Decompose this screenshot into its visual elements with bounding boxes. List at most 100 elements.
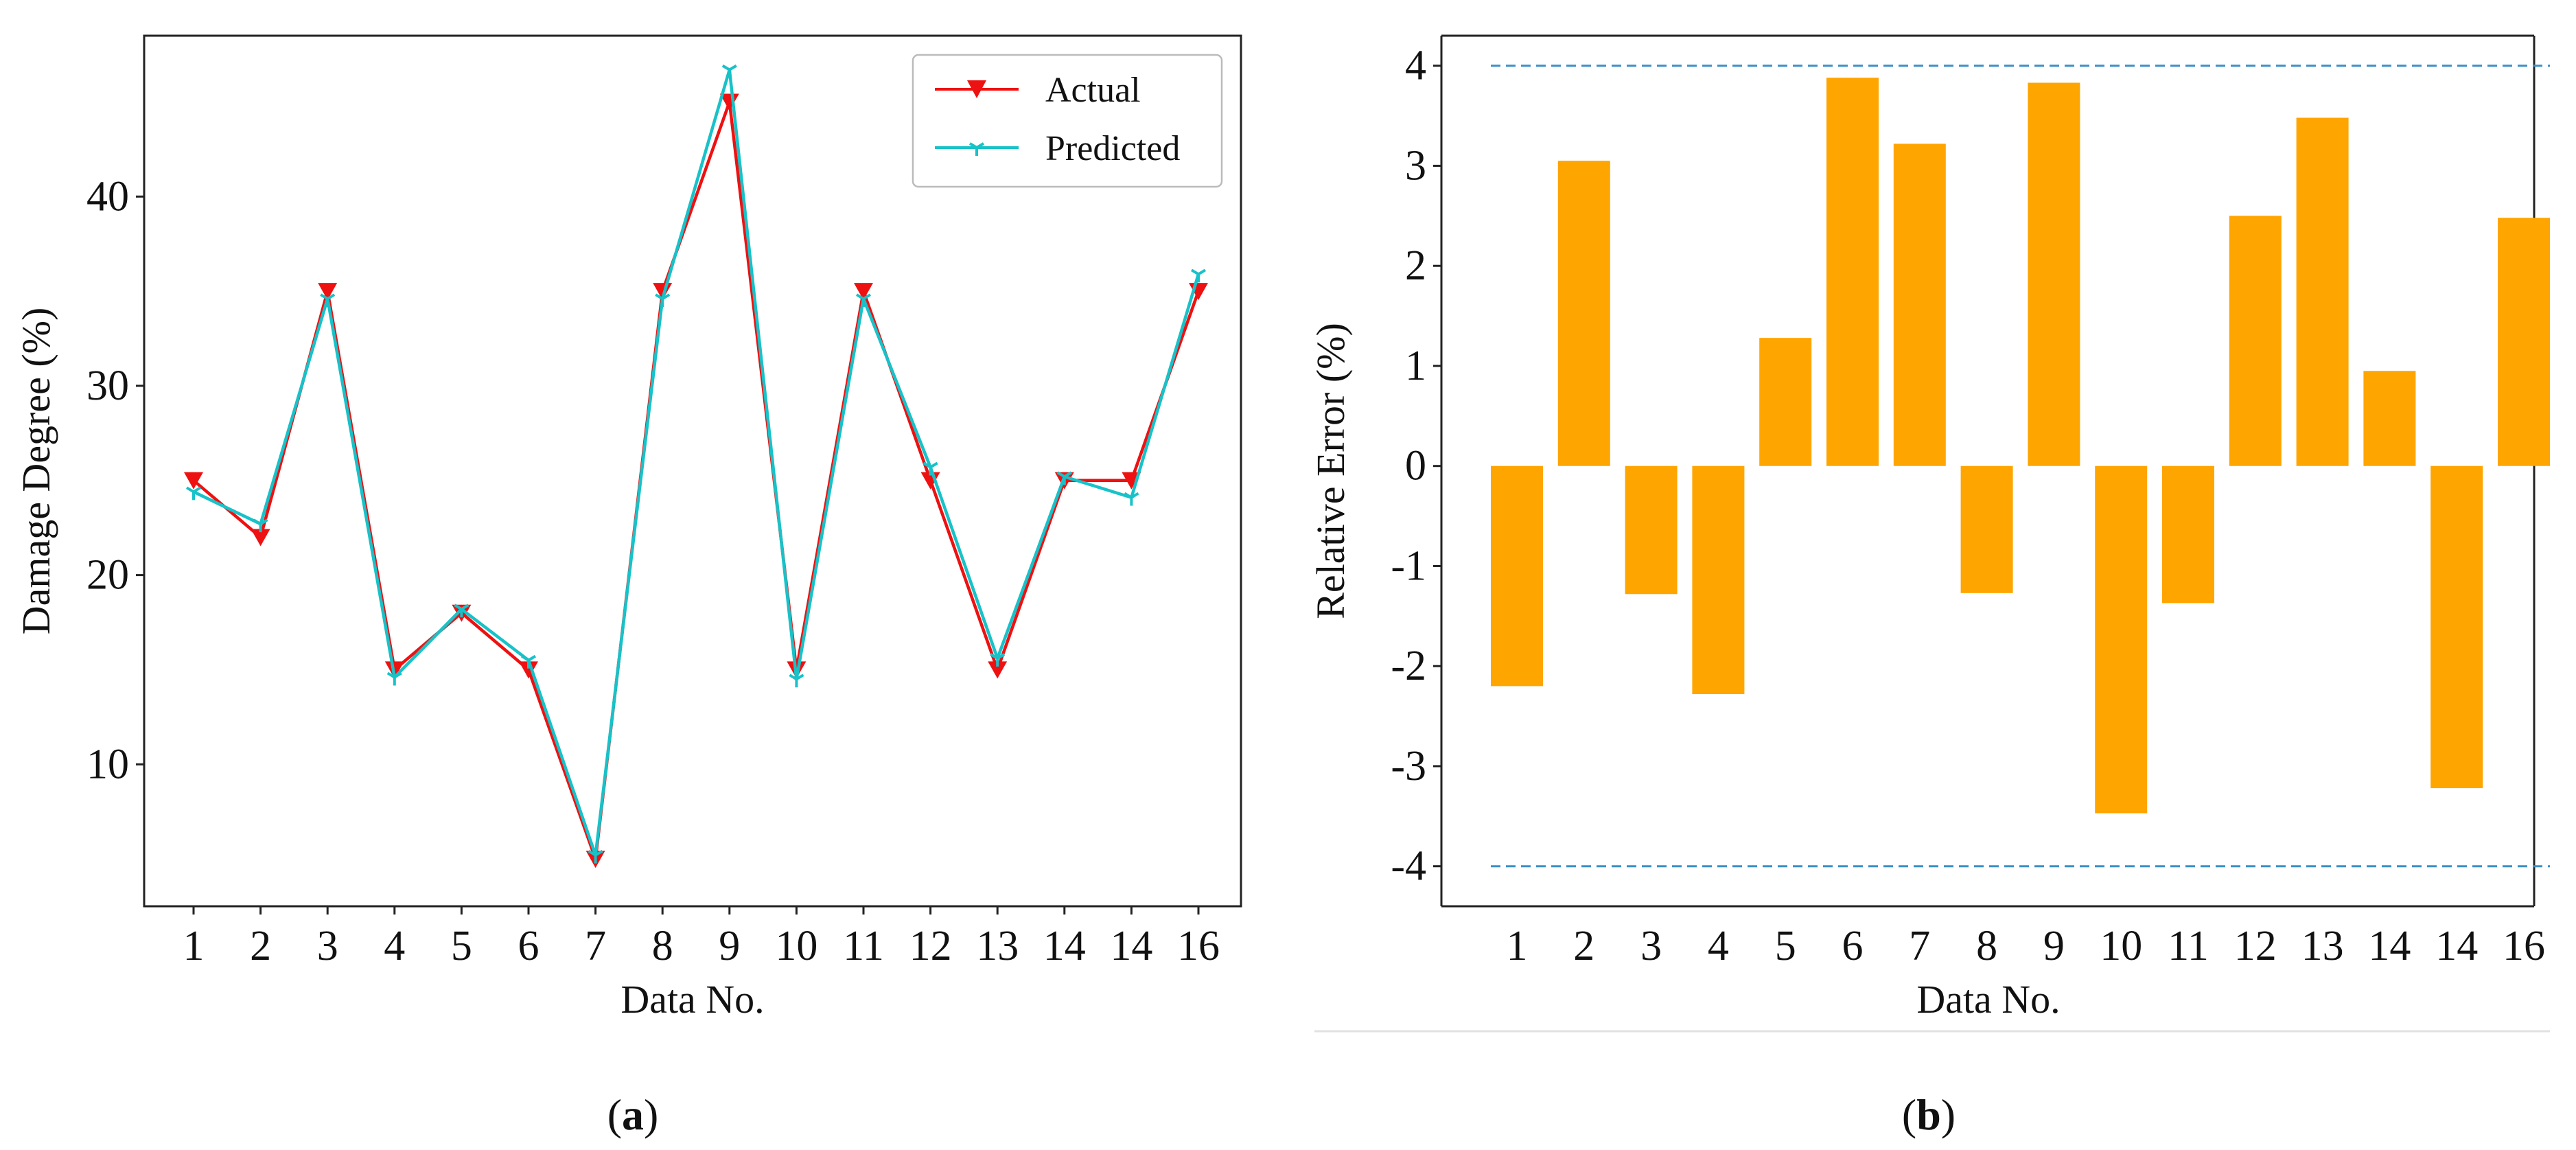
x-tick-label-a-8: 9	[719, 923, 740, 969]
bar-10	[2162, 465, 2214, 603]
caption-a: (a)	[607, 1090, 659, 1139]
point-predicted-11	[923, 461, 938, 476]
point-predicted-15	[1190, 268, 1207, 283]
x-tick-label-a-12: 13	[976, 923, 1019, 969]
y-axis-b: -4 -3 -2 -1 0 1 2 3 4	[1391, 43, 1441, 890]
x-tick-label-a-5: 6	[518, 923, 539, 969]
x-tick-label-b-10: 11	[2168, 923, 2209, 969]
x-axis-label-a: Data No.	[620, 977, 764, 1022]
x-axis-a: 1 2 3 4 5 6 7 8 9 10 11 12 13 14 14 16	[183, 906, 1220, 969]
point-predicted-0	[185, 486, 202, 501]
bar-9	[2095, 465, 2148, 814]
y-axis-a: 10 20 30 40	[86, 173, 144, 787]
bar-3	[1692, 465, 1745, 695]
x-tick-label-a-3: 4	[384, 923, 405, 969]
point-predicted-7	[655, 293, 671, 308]
y-tick-label-a-1: 20	[86, 552, 129, 599]
x-axis-label-b: Data No.	[1916, 977, 2060, 1022]
legend-actual-marker	[967, 80, 986, 98]
x-tick-label-a-1: 2	[250, 923, 271, 969]
point-actual-12	[988, 661, 1008, 679]
series-line-predicted	[193, 68, 1200, 857]
x-tick-label-a-9: 10	[775, 923, 817, 969]
y-tick-label-a-2: 30	[86, 363, 129, 409]
bar-8	[2028, 82, 2080, 466]
point-predicted-1	[253, 518, 268, 533]
y-axis-label-a: Damage Degree (%)	[14, 308, 58, 635]
bar-11	[2229, 216, 2282, 466]
point-predicted-12	[990, 653, 1006, 667]
y-tick-label-a-3: 40	[86, 173, 129, 220]
y-tick-label-b-2: -2	[1391, 643, 1426, 689]
series-line-actual	[192, 100, 1200, 861]
y-tick-label-b-4: 0	[1405, 443, 1426, 490]
x-axis-b: 1 2 3 4 5 6 7 8 9 10 11 12 13 14 14 16	[1507, 923, 2546, 969]
legend-predicted-label: Predicted	[1045, 129, 1180, 168]
point-predicted-8	[721, 64, 737, 78]
y-tick-label-b-7: 3	[1405, 142, 1426, 189]
x-tick-label-a-11: 12	[909, 923, 952, 969]
bar-5	[1826, 78, 1879, 466]
y-tick-label-b-6: 2	[1405, 242, 1426, 289]
point-actual-8	[719, 93, 739, 111]
bar-14	[2430, 465, 2483, 789]
legend-a: Actual Predicted	[912, 54, 1223, 188]
x-tick-label-b-7: 8	[1976, 923, 1997, 969]
point-predicted-10	[855, 293, 872, 308]
point-actual-5	[519, 661, 538, 679]
plot-frame-a	[143, 34, 1242, 908]
x-tick-label-a-14: 14	[1110, 923, 1152, 969]
x-tick-label-a-13: 14	[1043, 923, 1086, 969]
x-tick-label-a-15: 16	[1177, 923, 1220, 969]
bar-1	[1557, 161, 1610, 466]
x-tick-label-a-10: 11	[843, 923, 884, 969]
point-predicted-5	[520, 654, 537, 669]
y-tick-label-b-0: -4	[1391, 843, 1426, 890]
x-tick-label-a-7: 8	[652, 923, 673, 969]
bar-7	[1960, 465, 2013, 593]
bar-2	[1625, 465, 1678, 595]
point-predicted-14	[1124, 492, 1139, 506]
bar-4	[1759, 338, 1812, 466]
point-predicted-2	[320, 293, 336, 308]
x-tick-label-b-13: 14	[2368, 923, 2411, 969]
bar-15	[2498, 218, 2550, 466]
x-tick-label-a-4: 5	[451, 923, 472, 969]
x-tick-label-a-2: 3	[317, 923, 338, 969]
y-tick-label-b-1: -3	[1391, 743, 1426, 790]
point-actual-1	[251, 529, 270, 547]
x-tick-label-b-9: 10	[2100, 923, 2142, 969]
point-actual-2	[318, 283, 338, 301]
point-predicted-3	[386, 671, 402, 686]
x-tick-label-b-6: 7	[1909, 923, 1930, 969]
point-predicted-6	[588, 849, 603, 864]
x-tick-label-b-3: 4	[1708, 923, 1729, 969]
x-tick-label-b-8: 9	[2043, 923, 2065, 969]
point-actual-0	[184, 472, 203, 490]
point-predicted-9	[789, 674, 804, 688]
x-tick-label-b-11: 12	[2234, 923, 2277, 969]
y-tick-label-a-0: 10	[86, 741, 129, 787]
bar-12	[2296, 117, 2349, 466]
point-predicted-4	[454, 603, 469, 618]
bar-0	[1491, 465, 1543, 687]
y-tick-label-b-8: 4	[1405, 43, 1426, 89]
x-tick-label-b-4: 5	[1775, 923, 1796, 969]
series-layer-a	[184, 64, 1208, 869]
y-tick-label-b-5: 1	[1405, 343, 1426, 389]
x-tick-label-b-15: 16	[2503, 923, 2545, 969]
x-tick-label-b-0: 1	[1507, 923, 1528, 969]
point-actual-10	[854, 283, 873, 301]
point-predicted-13	[1056, 471, 1072, 485]
x-tick-label-b-1: 2	[1573, 923, 1594, 969]
x-tick-label-a-6: 7	[585, 923, 606, 969]
x-tick-label-b-2: 3	[1640, 923, 1662, 969]
y-axis-label-b: Relative Error (%)	[1308, 323, 1353, 619]
legend-actual-label: Actual	[1045, 71, 1141, 110]
bar-13	[2363, 371, 2416, 466]
reference-lines-b	[1491, 65, 2550, 868]
x-tick-label-b-12: 13	[2301, 923, 2344, 969]
